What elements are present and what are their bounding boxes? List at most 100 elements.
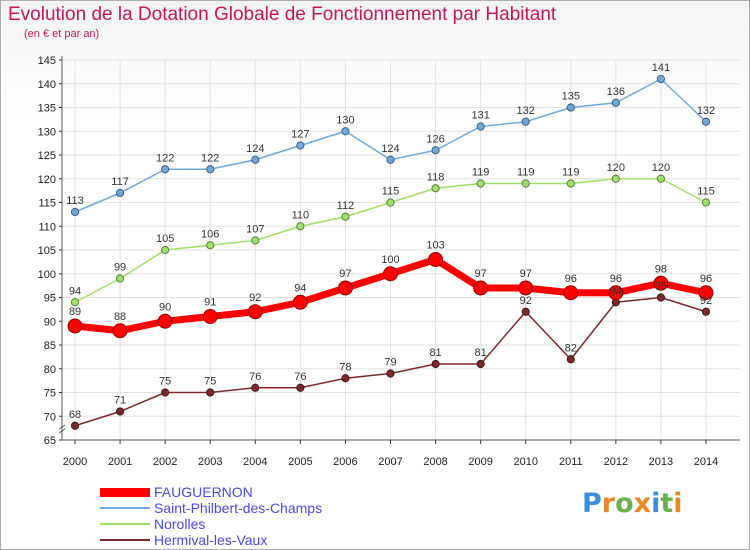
y-tick-label: 90: [44, 316, 56, 328]
data-point: [656, 174, 666, 183]
data-point: [251, 236, 260, 245]
logo-letter: P: [582, 488, 602, 519]
data-point: [521, 117, 530, 126]
data-label: 135: [562, 91, 580, 103]
data-point: [115, 407, 125, 416]
data-label: 97: [339, 268, 351, 280]
y-tick-label: 105: [38, 245, 56, 257]
y-tick-label: 135: [38, 103, 56, 115]
logo-letter: i: [673, 488, 683, 519]
y-tick-label: 85: [44, 340, 56, 352]
x-tick-label: 2001: [108, 456, 132, 468]
x-tick-label: 2006: [333, 456, 357, 468]
data-label: 103: [426, 240, 444, 252]
data-point: [386, 198, 395, 207]
data-point: [428, 252, 444, 267]
data-label: 100: [381, 254, 399, 266]
data-label: 118: [427, 171, 445, 183]
data-label: 98: [655, 263, 667, 275]
data-point: [70, 421, 80, 430]
data-point: [566, 355, 575, 364]
legend-label: FAUGUERNON: [154, 484, 253, 500]
data-label: 97: [520, 268, 532, 280]
data-label: 119: [472, 167, 490, 179]
data-label: 90: [159, 301, 171, 313]
data-label: 119: [562, 167, 580, 179]
data-point: [566, 103, 575, 112]
data-label: 94: [69, 285, 81, 297]
y-tick-label: 130: [38, 126, 56, 138]
data-point: [206, 241, 215, 250]
data-label: 81: [429, 347, 441, 359]
x-tick-label: 2004: [243, 456, 267, 468]
y-tick-label: 145: [38, 55, 56, 67]
data-point: [296, 222, 305, 231]
y-tick-label: 95: [44, 293, 56, 305]
data-label: 122: [156, 152, 174, 164]
x-tick-label: 2009: [468, 456, 492, 468]
data-label: 96: [610, 273, 622, 285]
data-label: 88: [114, 311, 126, 323]
data-point: [161, 245, 170, 255]
data-label: 110: [292, 209, 310, 221]
data-label: 81: [475, 347, 487, 359]
data-label: 124: [246, 143, 264, 155]
data-label: 94: [294, 282, 306, 294]
data-point: [341, 212, 350, 221]
data-label: 94: [610, 285, 622, 297]
data-point: [70, 298, 80, 307]
chart-title: Evolution de la Dotation Globale de Fonc…: [8, 4, 557, 25]
data-point: [476, 122, 485, 131]
data-point: [202, 309, 218, 324]
data-label: 76: [294, 371, 306, 383]
y-tick-label: 140: [38, 79, 56, 91]
data-label: 75: [159, 376, 171, 388]
x-tick-label: 2007: [378, 456, 402, 468]
data-point: [383, 266, 398, 282]
data-label: 112: [337, 200, 355, 212]
data-point: [701, 117, 711, 126]
data-label: 113: [66, 195, 84, 207]
data-point: [67, 318, 83, 334]
data-point: [115, 274, 125, 283]
logo-letter: i: [651, 488, 661, 519]
axis-break: [58, 428, 66, 434]
legend-swatch: [100, 487, 150, 497]
data-label: 75: [204, 376, 216, 388]
data-point: [656, 74, 666, 84]
x-tick-label: 2002: [153, 456, 177, 468]
data-label: 136: [607, 86, 625, 98]
axes: 65 70 75 80 85 90 95 100 105 110 115 120 125 130 135 14…: [38, 55, 740, 468]
y-tick-label: 70: [44, 411, 56, 423]
data-point: [611, 174, 620, 183]
data-label: 99: [114, 262, 126, 274]
data-point: [296, 141, 305, 150]
series-lines: [67, 74, 714, 430]
data-label: 119: [517, 167, 535, 179]
data-label: 132: [697, 105, 715, 117]
logo-letter: r: [601, 488, 616, 519]
data-point: [251, 383, 260, 392]
data-label: 117: [111, 176, 129, 188]
data-point: [521, 307, 530, 316]
data-label: 79: [384, 357, 396, 369]
legend-swatch: [100, 539, 150, 541]
data-label: 92: [249, 292, 261, 304]
data-label: 132: [517, 105, 535, 117]
legend-swatch: [100, 507, 150, 509]
data-label: 96: [700, 273, 712, 285]
data-point: [608, 285, 624, 301]
data-point: [566, 179, 575, 188]
data-point: [70, 207, 80, 217]
data-label: 78: [339, 361, 351, 373]
data-point: [656, 293, 666, 302]
data-label: 141: [652, 62, 670, 74]
logo-letter: t: [660, 488, 674, 519]
data-point: [161, 165, 170, 174]
x-tick-label: 2000: [63, 456, 87, 468]
x-tick-label: 2012: [604, 456, 628, 468]
data-label: 105: [156, 233, 174, 245]
data-label: 127: [291, 129, 309, 141]
proxiti-logo: Proxiti: [582, 488, 683, 519]
x-tick-label: 2013: [649, 456, 673, 468]
